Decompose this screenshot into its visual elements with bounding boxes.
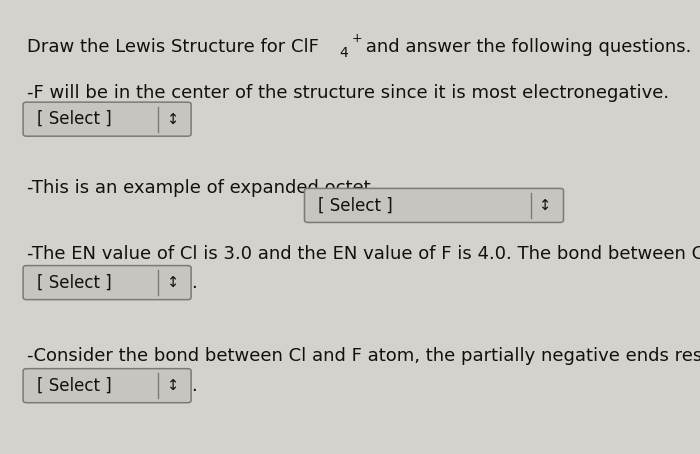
Text: Draw the Lewis Structure for ClF: Draw the Lewis Structure for ClF <box>27 38 319 56</box>
Text: +: + <box>352 32 363 45</box>
Text: [ Select ]: [ Select ] <box>37 110 112 128</box>
FancyBboxPatch shape <box>23 102 191 136</box>
Text: -The EN value of Cl is 3.0 and the EN value of F is 4.0. The bond between Cl and: -The EN value of Cl is 3.0 and the EN va… <box>27 245 700 263</box>
FancyBboxPatch shape <box>23 266 191 300</box>
FancyBboxPatch shape <box>304 188 564 222</box>
Text: .: . <box>191 377 197 395</box>
Text: [ Select ]: [ Select ] <box>37 274 112 291</box>
Text: -This is an example of expanded octet.: -This is an example of expanded octet. <box>27 179 376 197</box>
Text: and answer the following questions.: and answer the following questions. <box>360 38 692 56</box>
Text: -Consider the bond between Cl and F atom, the partially negative ends resides on: -Consider the bond between Cl and F atom… <box>27 347 700 365</box>
Text: ↕: ↕ <box>167 112 179 127</box>
Text: -F will be in the center of the structure since it is most electronegative.: -F will be in the center of the structur… <box>27 84 668 102</box>
Text: .: . <box>191 274 197 291</box>
Text: [ Select ]: [ Select ] <box>37 377 112 395</box>
Text: [ Select ]: [ Select ] <box>318 197 393 214</box>
FancyBboxPatch shape <box>23 369 191 403</box>
Text: ↕: ↕ <box>167 275 179 290</box>
Text: ↕: ↕ <box>539 198 552 213</box>
Text: ↕: ↕ <box>167 378 179 393</box>
Text: 4: 4 <box>340 46 349 60</box>
